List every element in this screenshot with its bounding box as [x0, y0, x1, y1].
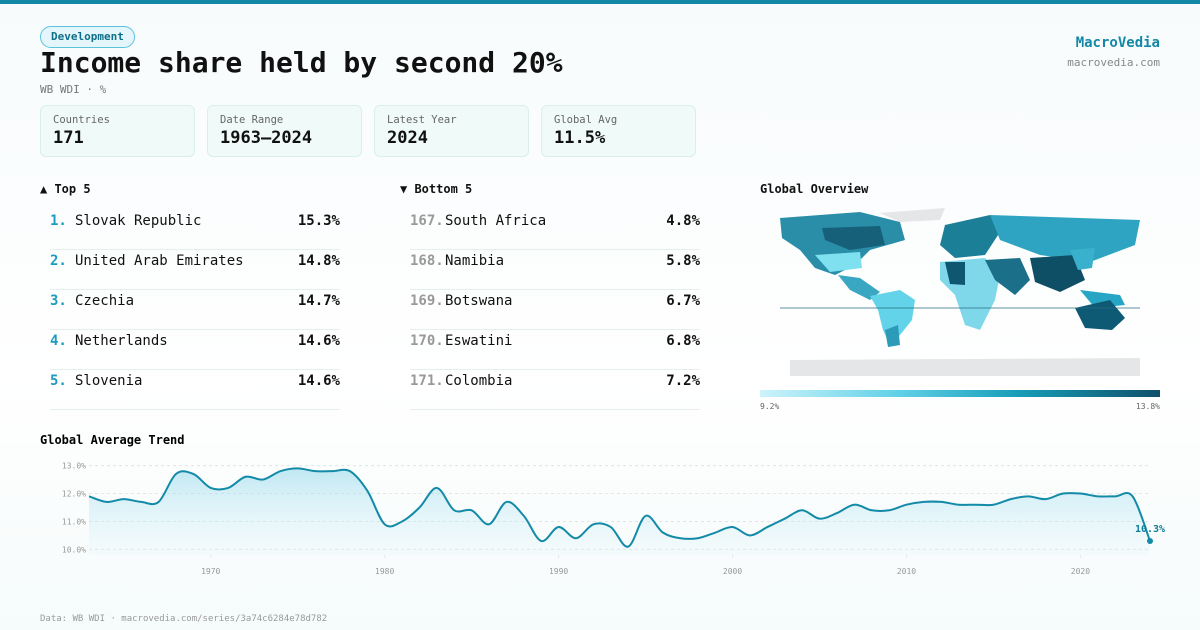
country-name: Botswana	[445, 293, 513, 309]
value: 14.7%	[297, 293, 340, 309]
category-badge[interactable]: Development	[40, 26, 135, 48]
end-point	[1147, 538, 1153, 545]
stat-card: Global Avg 11.5%	[541, 105, 696, 157]
scale-max: 13.8%	[1136, 402, 1160, 411]
rank: 1.	[50, 213, 67, 229]
country-name: Colombia	[445, 373, 513, 389]
ranking-row: 3. Czechia 14.7%	[50, 289, 340, 330]
brand[interactable]: MacroVedia	[1075, 35, 1160, 51]
world-map	[780, 208, 1140, 376]
country-name: Slovenia	[75, 373, 143, 389]
value: 15.3%	[297, 213, 340, 229]
x-tick-label: 2020	[1071, 567, 1090, 576]
stat-value: 1963–2024	[220, 128, 313, 148]
stat-value: 2024	[387, 128, 428, 148]
country-name: Namibia	[445, 253, 505, 269]
rank: 2.	[50, 253, 67, 269]
value: 6.8%	[666, 333, 700, 349]
ranking-row: 5. Slovenia 14.6%	[50, 369, 340, 410]
rank: 168.	[410, 253, 444, 269]
x-tick-label: 1980	[375, 567, 394, 576]
rank: 4.	[50, 333, 67, 349]
section-heading: ▼ Bottom 5	[400, 182, 473, 196]
ranking-row: 1. Slovak Republic 15.3%	[50, 209, 340, 250]
country-name: Netherlands	[75, 333, 168, 349]
stat-card: Latest Year 2024	[374, 105, 529, 157]
y-tick-label: 10.0%	[62, 545, 86, 554]
value-label: 10.3%	[1135, 524, 1165, 535]
ranking-row: 169. Botswana 6.7%	[410, 289, 700, 330]
country-name: Slovak Republic	[75, 213, 202, 229]
site[interactable]: macrovedia.com	[1067, 56, 1160, 69]
rank: 169.	[410, 293, 444, 309]
rank: 3.	[50, 293, 67, 309]
country-name: Czechia	[75, 293, 135, 309]
scale-min: 9.2%	[760, 402, 779, 411]
stat-value: 11.5%	[554, 128, 606, 148]
line	[88, 467, 1151, 548]
x-tick-label: 1990	[549, 567, 568, 576]
value: 14.8%	[297, 253, 340, 269]
top-bar	[0, 0, 1200, 4]
rank: 171.	[410, 373, 444, 389]
value: 6.7%	[666, 293, 700, 309]
section-heading: ▲ Top 5	[40, 182, 91, 196]
value: 5.8%	[666, 253, 700, 269]
country-name: South Africa	[445, 213, 547, 229]
y-tick-label: 12.0%	[62, 490, 86, 499]
ranking-row: 171. Colombia 7.2%	[410, 369, 700, 410]
y-tick-label: 11.0%	[62, 517, 86, 526]
rank: 167.	[410, 213, 444, 229]
ranking-row: 170. Eswatini 6.8%	[410, 329, 700, 370]
color-scale	[760, 390, 1160, 397]
stat-label: Global Avg	[554, 114, 618, 126]
ranking-row: 168. Namibia 5.8%	[410, 249, 700, 290]
rank: 170.	[410, 333, 444, 349]
section-heading: Global Overview	[760, 182, 869, 196]
x-tick-label: 1970	[201, 567, 220, 576]
ranking-row: 167. South Africa 4.8%	[410, 209, 700, 250]
rank: 5.	[50, 373, 67, 389]
stat-label: Latest Year	[387, 114, 457, 126]
country-name: Eswatini	[445, 333, 513, 349]
stat-value: 171	[53, 128, 84, 148]
ranking-row: 2. United Arab Emirates 14.8%	[50, 249, 340, 290]
x-tick-label: 2000	[723, 567, 742, 576]
stat-label: Date Range	[220, 114, 284, 126]
y-tick-label: 13.0%	[62, 462, 86, 471]
subtitle: WB WDI · %	[40, 83, 107, 96]
ranking-row: 4. Netherlands 14.6%	[50, 329, 340, 370]
x-tick-label: 2010	[897, 567, 916, 576]
value: 14.6%	[297, 333, 340, 349]
stat-label: Countries	[53, 114, 110, 126]
stat-card: Date Range 1963–2024	[207, 105, 362, 157]
value: 14.6%	[297, 373, 340, 389]
page-title: Income share held by second 20%	[40, 46, 563, 79]
value: 4.8%	[666, 213, 700, 229]
country-name: United Arab Emirates	[75, 253, 244, 269]
value: 7.2%	[666, 373, 700, 389]
stat-card: Countries 171	[40, 105, 195, 157]
area	[89, 468, 1150, 555]
footer: Data: WB WDI · macrovedia.com/series/3a7…	[40, 614, 328, 624]
chart-title: Global Average Trend	[40, 433, 185, 447]
